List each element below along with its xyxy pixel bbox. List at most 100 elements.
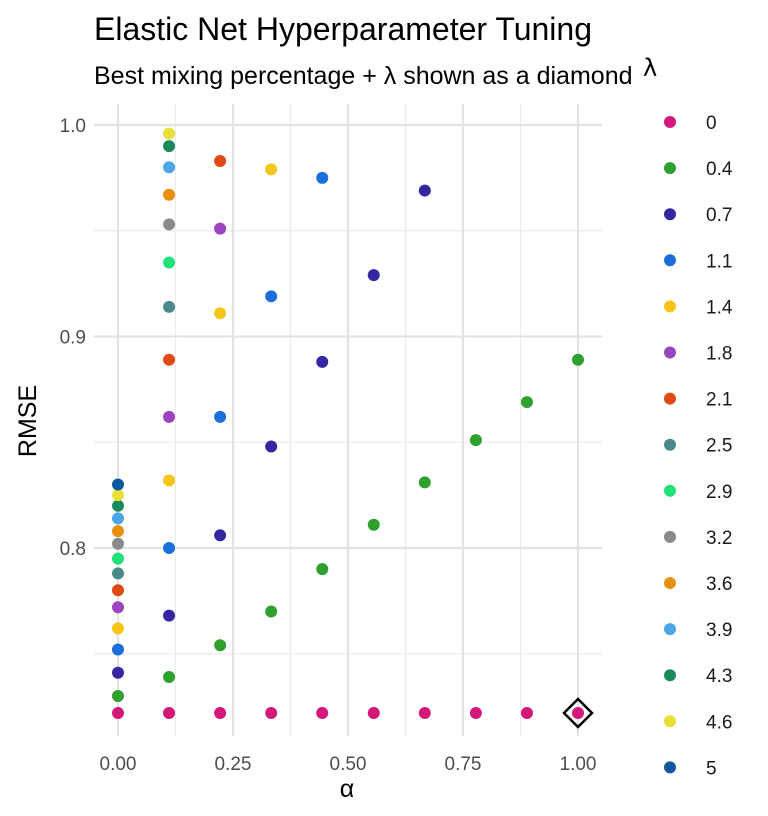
data-point xyxy=(163,300,176,313)
data-point xyxy=(214,529,227,542)
data-point xyxy=(163,706,176,719)
chart-title: Elastic Net Hyperparameter Tuning xyxy=(94,11,592,47)
legend-label: 0 xyxy=(706,113,717,134)
data-point xyxy=(163,218,176,231)
data-point xyxy=(265,440,278,453)
x-axis-ticks: 0.00 0.25 0.50 0.75 1.00 xyxy=(100,754,597,775)
legend-key xyxy=(664,623,676,636)
data-point xyxy=(520,706,533,719)
data-point xyxy=(469,434,482,447)
data-point xyxy=(265,163,278,176)
data-point xyxy=(520,396,533,409)
x-tick-label: 0.00 xyxy=(100,754,137,775)
data-point xyxy=(163,542,176,554)
legend-label: 3.6 xyxy=(706,574,732,595)
x-tick-label: 0.50 xyxy=(330,754,367,775)
data-point xyxy=(367,706,380,719)
data-point xyxy=(316,563,329,576)
legend-label: 1.8 xyxy=(706,344,732,365)
legend-label: 2.5 xyxy=(706,436,732,457)
legend-label: 4.6 xyxy=(706,712,732,733)
data-point xyxy=(112,567,124,580)
data-point xyxy=(112,537,124,550)
data-point xyxy=(163,127,176,140)
y-axis-label: RMSE xyxy=(14,385,42,457)
data-point xyxy=(163,474,176,487)
y-tick-label: 1.0 xyxy=(60,116,86,137)
y-axis-ticks: 0.8 0.9 1.0 xyxy=(60,116,86,560)
data-point xyxy=(572,353,584,366)
data-point xyxy=(163,140,176,153)
legend-label: 0.4 xyxy=(706,159,733,180)
data-point xyxy=(112,489,124,502)
legend: λ 0 0.4 0.7 1.1 1.4 1.8 2.1 2.5 2.9 3.2 3.6 3.9 4.3 4… xyxy=(643,54,733,779)
x-tick-label: 0.25 xyxy=(215,754,252,775)
data-point xyxy=(214,222,227,235)
data-point xyxy=(112,552,124,565)
legend-key xyxy=(664,346,676,359)
data-point xyxy=(316,706,329,719)
data-point xyxy=(163,410,176,423)
legend-key xyxy=(664,669,676,682)
data-point xyxy=(265,706,278,719)
grid-lines xyxy=(94,104,602,736)
data-point xyxy=(572,706,584,719)
legend-key xyxy=(664,577,676,589)
legend-title: λ xyxy=(643,54,657,82)
legend-label: 1.1 xyxy=(706,251,732,272)
legend-key xyxy=(664,392,676,405)
data-point xyxy=(214,410,227,423)
legend-label: 1.4 xyxy=(706,297,733,318)
data-point xyxy=(163,609,176,622)
data-point xyxy=(112,690,124,703)
data-point xyxy=(112,525,124,538)
legend-label: 3.2 xyxy=(706,528,732,549)
data-point xyxy=(112,512,124,525)
x-axis-label: α xyxy=(340,775,354,803)
y-tick-label: 0.9 xyxy=(60,328,86,349)
data-point xyxy=(163,188,176,201)
data-point xyxy=(163,671,176,684)
legend-key xyxy=(664,484,676,497)
data-point xyxy=(112,584,124,597)
legend-key xyxy=(664,162,676,175)
data-point xyxy=(418,476,431,489)
data-point xyxy=(163,353,176,366)
data-point xyxy=(163,161,176,174)
data-point xyxy=(112,706,124,719)
data-point xyxy=(112,643,124,656)
data-point xyxy=(265,290,278,303)
data-point xyxy=(316,355,329,368)
legend-label: 0.7 xyxy=(706,205,732,226)
best-diamond xyxy=(562,697,594,729)
legend-key xyxy=(664,530,676,543)
y-tick-label: 0.8 xyxy=(60,539,86,560)
x-tick-label: 0.75 xyxy=(445,754,482,775)
legend-key xyxy=(664,715,676,728)
data-point xyxy=(316,171,329,184)
data-point xyxy=(112,666,124,679)
data-point xyxy=(214,706,227,719)
legend-label: 5 xyxy=(706,758,717,779)
data-point xyxy=(418,706,431,719)
data-point xyxy=(112,601,124,614)
legend-label: 3.9 xyxy=(706,620,732,641)
data-point xyxy=(112,499,124,512)
data-point xyxy=(163,256,176,269)
data-point xyxy=(418,184,431,197)
data-point xyxy=(367,269,380,282)
legend-key xyxy=(664,300,676,313)
data-point xyxy=(265,605,278,618)
legend-key xyxy=(664,208,676,221)
legend-label: 2.9 xyxy=(706,482,732,503)
best-marker xyxy=(562,697,594,729)
legend-key xyxy=(664,761,676,774)
legend-key xyxy=(664,438,676,451)
legend-key xyxy=(664,116,676,128)
data-point xyxy=(112,478,124,491)
chart-subtitle: Best mixing percentage + λ shown as a di… xyxy=(94,62,633,90)
data-point xyxy=(112,622,124,635)
data-point xyxy=(367,518,380,531)
legend-label: 2.1 xyxy=(706,390,732,411)
